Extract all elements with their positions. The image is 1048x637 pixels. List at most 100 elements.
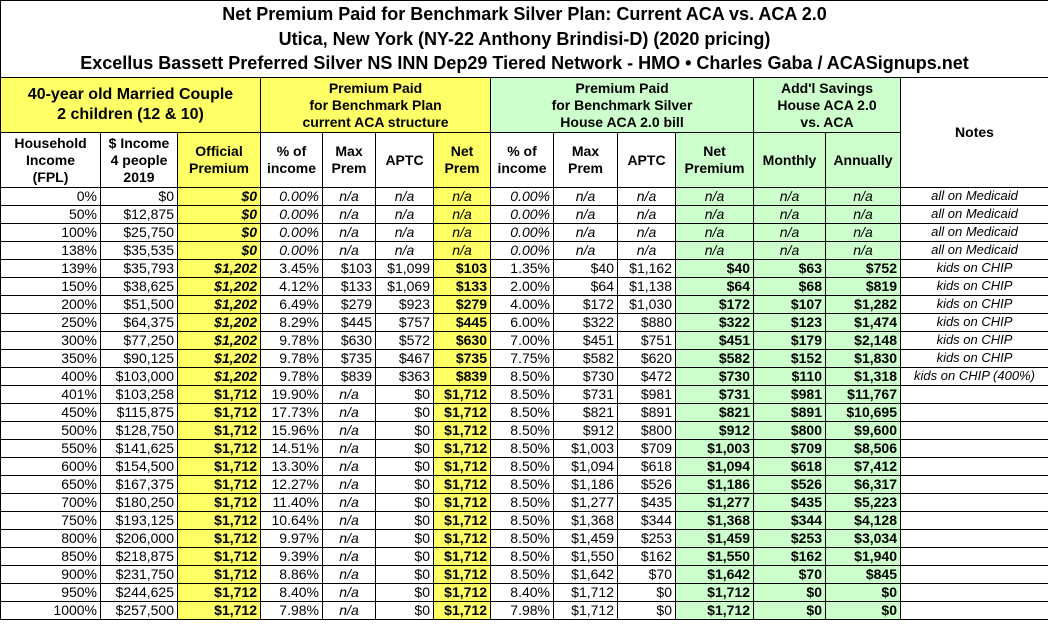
data-cell: 9.78% — [260, 367, 323, 386]
data-cell: $1,712 — [177, 475, 261, 494]
data-cell: $1,368 — [675, 511, 754, 530]
data-cell: 600% — [0, 457, 101, 476]
note-cell: kids on CHIP — [899, 295, 1048, 314]
data-cell: $0 — [617, 601, 676, 620]
data-cell: $1,318 — [825, 367, 901, 386]
data-cell: $9,600 — [825, 421, 901, 440]
data-cell: $70 — [617, 565, 676, 584]
data-cell: n/a — [753, 241, 826, 260]
data-cell: 12.27% — [260, 475, 323, 494]
text-line: Premium Paid — [328, 79, 423, 96]
column-header: Household Income (FPL) — [0, 132, 101, 188]
data-cell: $1,712 — [433, 493, 491, 512]
data-cell: $77,250 — [100, 331, 178, 350]
data-cell: $1,712 — [433, 601, 491, 620]
data-cell: 8.50% — [490, 493, 554, 512]
data-cell: 8.50% — [490, 403, 554, 422]
data-cell: 0% — [0, 187, 101, 206]
group-header: Add'l Savings House ACA 2.0 vs. ACA — [753, 77, 901, 133]
text-line: vs. ACA — [800, 113, 854, 130]
data-row: 139% $35,793 $1,202 3.45% $103 $1,099 $103 1.35… — [0, 259, 1048, 278]
data-cell: $0 — [177, 187, 261, 206]
table-body: Net Premium Paid for Benchmark Silver Pl… — [0, 0, 1048, 620]
text-line: Notes — [955, 124, 994, 140]
data-cell: $800 — [617, 421, 676, 440]
data-cell: $839 — [433, 367, 491, 386]
data-cell: $1,069 — [375, 277, 434, 296]
data-cell: $1,162 — [617, 259, 676, 278]
data-cell: $891 — [617, 403, 676, 422]
data-row: 350% $90,125 $1,202 9.78% $735 $467 $735 7.75% $… — [0, 349, 1048, 368]
data-cell: $0 — [375, 529, 434, 548]
data-cell: $435 — [617, 493, 676, 512]
data-cell: $730 — [675, 367, 754, 386]
data-cell: $152 — [753, 349, 826, 368]
data-cell: n/a — [322, 475, 376, 494]
data-cell: 15.96% — [260, 421, 323, 440]
data-cell: $630 — [433, 331, 491, 350]
data-row: 138% $35,535 $0 0.00% n/a n/a n/a 0.00% n/a n/a n/… — [0, 241, 1048, 260]
data-cell: 138% — [0, 241, 101, 260]
note-cell — [899, 457, 1048, 476]
data-cell: $618 — [753, 457, 826, 476]
data-cell: $133 — [433, 277, 491, 296]
data-cell: n/a — [322, 439, 376, 458]
data-cell: $4,128 — [825, 511, 901, 530]
data-cell: $1,712 — [675, 583, 754, 602]
data-cell: $123 — [753, 313, 826, 332]
data-cell: $7,412 — [825, 457, 901, 476]
data-cell: 7.98% — [490, 601, 554, 620]
data-cell: 10.64% — [260, 511, 323, 530]
data-cell: $1,712 — [553, 601, 618, 620]
data-cell: $162 — [617, 547, 676, 566]
data-cell: $0 — [177, 223, 261, 242]
data-cell: $1,712 — [675, 601, 754, 620]
data-cell: $1,712 — [433, 511, 491, 530]
text-line: 4 people — [110, 151, 168, 168]
text-line: Utica, New York (NY-22 Anthony Brindisi-… — [278, 28, 771, 49]
data-cell: $912 — [675, 421, 754, 440]
data-cell: $1,712 — [177, 403, 261, 422]
data-cell: 4.00% — [490, 295, 554, 314]
data-cell: $107 — [753, 295, 826, 314]
data-cell: $630 — [322, 331, 376, 350]
data-cell: $179 — [753, 331, 826, 350]
data-cell: 8.50% — [490, 547, 554, 566]
note-cell: all on Medicaid — [899, 241, 1048, 260]
text-line: Net — [703, 143, 726, 159]
data-row: 600% $154,500 $1,712 13.30% n/a $0 $1,712 8.50%… — [0, 457, 1048, 476]
data-cell: 8.29% — [260, 313, 323, 332]
data-cell: $0 — [375, 457, 434, 476]
data-cell: $0 — [375, 565, 434, 584]
data-cell: 1000% — [0, 601, 101, 620]
data-cell: $735 — [433, 349, 491, 368]
data-cell: $1,003 — [553, 439, 618, 458]
data-row: 250% $64,375 $1,202 8.29% $445 $757 $445 6.00% $… — [0, 313, 1048, 332]
data-cell: $572 — [375, 331, 434, 350]
data-cell: $133 — [322, 277, 376, 296]
data-cell: $363 — [375, 367, 434, 386]
text-line: $ Income — [108, 134, 170, 151]
data-cell: 200% — [0, 295, 101, 314]
data-cell: n/a — [322, 403, 376, 422]
data-cell: $0 — [375, 583, 434, 602]
text-line: (FPL) — [32, 168, 69, 185]
data-cell: 19.90% — [260, 385, 323, 404]
data-cell: n/a — [675, 205, 754, 224]
data-cell: 8.50% — [490, 385, 554, 404]
data-cell: n/a — [825, 187, 901, 206]
data-cell: 7.75% — [490, 349, 554, 368]
data-cell: 550% — [0, 439, 101, 458]
data-cell: $0 — [753, 601, 826, 620]
text-line: 2019 — [123, 168, 155, 185]
data-row: 950% $244,625 $1,712 8.40% n/a $0 $1,712 8.40% $… — [0, 583, 1048, 602]
data-cell: n/a — [322, 601, 376, 620]
data-cell: $2,148 — [825, 331, 901, 350]
data-cell: $193,125 — [100, 511, 178, 530]
data-cell: n/a — [617, 187, 676, 206]
data-cell: 950% — [0, 583, 101, 602]
data-cell: $1,830 — [825, 349, 901, 368]
note-cell — [899, 385, 1048, 404]
data-row: 700% $180,250 $1,712 11.40% n/a $0 $1,712 8.50%… — [0, 493, 1048, 512]
group-row: 40-year old Married Couple 2 children (12… — [0, 77, 1048, 188]
